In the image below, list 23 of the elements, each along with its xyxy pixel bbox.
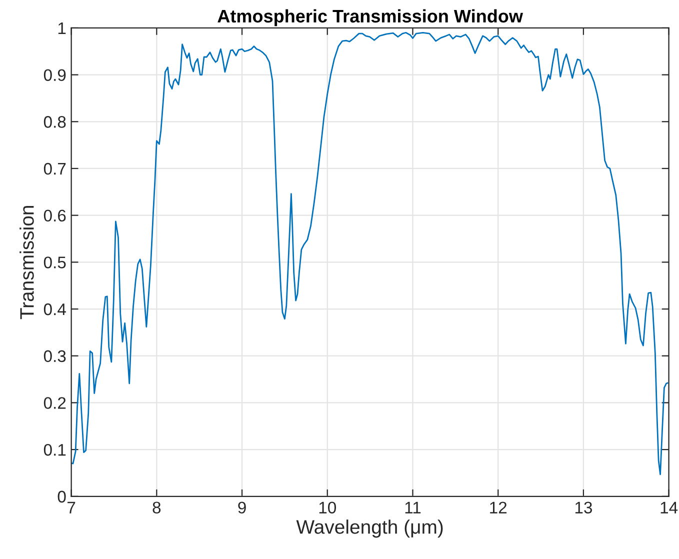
y-axis-title: Transmission: [20, 206, 34, 320]
y-tick-label: 0.8: [44, 116, 66, 128]
x-tick-label: 14: [660, 502, 678, 514]
y-tick-label: 0.3: [44, 350, 66, 362]
y-tick-label: 0.6: [44, 210, 66, 222]
y-tick-label: 0.2: [44, 397, 66, 409]
x-tick-label: 9: [238, 502, 246, 514]
x-tick-label: 8: [152, 502, 161, 514]
x-tick-label: 10: [319, 502, 336, 514]
line-series: [71, 32, 668, 476]
y-tick-label: 0.4: [44, 303, 66, 316]
x-tick-label: 7: [68, 502, 76, 514]
x-tick-label: 11: [405, 502, 421, 514]
y-tick-label: 0.5: [44, 256, 66, 268]
chart-title: Atmospheric Transmission Window: [218, 9, 524, 26]
y-tick-label: 0.9: [44, 69, 66, 81]
x-tick-label: 13: [575, 502, 592, 514]
x-tick-label: 12: [490, 502, 507, 514]
y-tick-label: 1: [58, 22, 66, 34]
y-tick-label: 0.7: [44, 162, 66, 175]
y-tick-label: 0: [58, 490, 66, 503]
y-tick-label: 0.1: [44, 444, 66, 456]
x-axis-title: Wavelength (μm): [296, 520, 443, 538]
